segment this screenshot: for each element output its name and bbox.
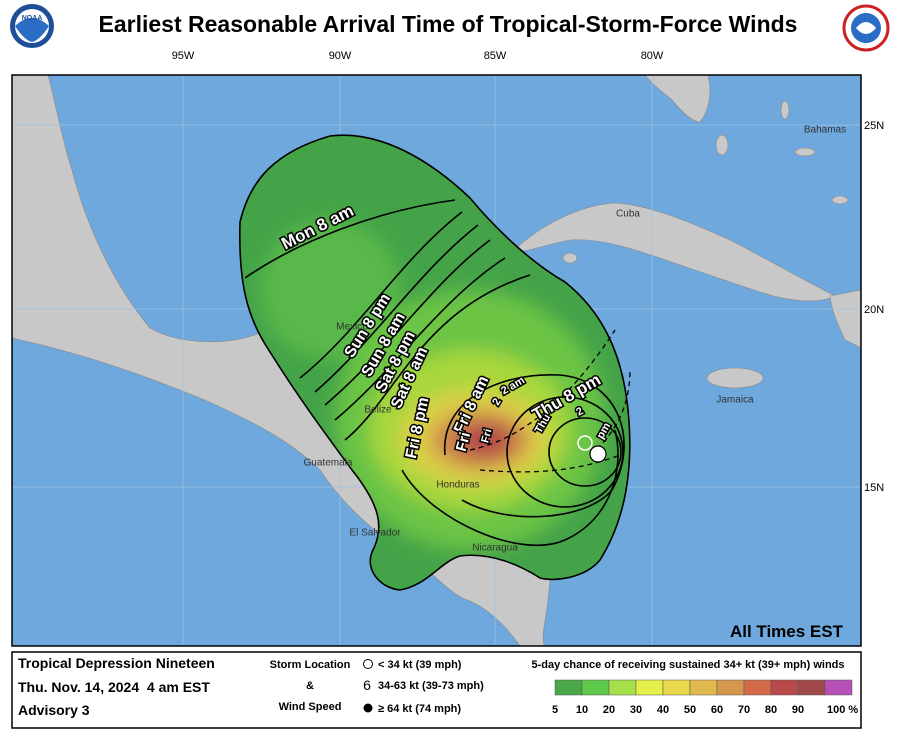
- place-label: Nicaragua: [472, 543, 518, 554]
- scale-label: 70: [738, 704, 750, 716]
- key-symbol: 6: [363, 677, 371, 693]
- scale-label: 80: [765, 704, 777, 716]
- footer-frame: [11, 651, 862, 729]
- scale-label: 10: [576, 704, 588, 716]
- noaa-logo: NOAA: [10, 4, 54, 48]
- key-item: ≥ 64 kt (74 mph): [378, 703, 461, 715]
- scale-swatch: [743, 679, 772, 696]
- nws-logo: [842, 4, 890, 52]
- scale-swatch: [716, 679, 745, 696]
- time-label: Fri: [479, 428, 494, 445]
- map: Mexico Belize Guatemala Honduras El Salv…: [12, 75, 861, 646]
- scale-swatch: [770, 679, 799, 696]
- key-title: Storm Location: [270, 659, 351, 671]
- storm-forecast-point: [577, 435, 593, 451]
- map-frame: [11, 74, 862, 647]
- scale-swatch: [581, 679, 610, 696]
- outer-contour: [238, 134, 631, 591]
- lat-label: 15N: [864, 482, 884, 494]
- place-label: Mexico: [336, 322, 368, 333]
- place-label: Belize: [364, 405, 392, 416]
- lat-label: 20N: [864, 304, 884, 316]
- contours: [244, 199, 625, 546]
- scale-swatch: [554, 679, 583, 696]
- place-label: Cuba: [616, 209, 640, 220]
- lon-label: 85W: [484, 50, 507, 62]
- place-label: El Salvador: [349, 528, 401, 539]
- time-zone-note: All Times EST: [730, 622, 844, 641]
- advisory-number: Advisory 3: [18, 702, 90, 718]
- scale-swatch: [662, 679, 691, 696]
- scale-title: 5-day chance of receiving sustained 34+ …: [532, 659, 845, 671]
- lon-label: 80W: [641, 50, 664, 62]
- key-item: < 34 kt (39 mph): [378, 659, 462, 671]
- logo-text: NOAA: [22, 15, 43, 22]
- place-label: Honduras: [436, 480, 479, 491]
- scale-label: 5: [552, 704, 558, 716]
- key-amp: &: [306, 680, 314, 692]
- place-label: Guatemala: [304, 458, 353, 469]
- color-scale: 5 10 20 30 40 50 60 70 80 90 100 %: [552, 679, 858, 716]
- scale-swatch: [824, 679, 853, 696]
- key-symbol: [363, 659, 373, 669]
- place-label: Bahamas: [804, 125, 846, 136]
- scale-label: 50: [684, 704, 696, 716]
- scale-label: 60: [711, 704, 723, 716]
- scale-swatch: [689, 679, 718, 696]
- scale-label: 100 %: [827, 704, 858, 716]
- scale-swatch: [608, 679, 637, 696]
- scale-swatch: [797, 679, 826, 696]
- key-subtitle: Wind Speed: [279, 701, 342, 713]
- key-item: 34-63 kt (39-73 mph): [378, 680, 484, 692]
- lat-label: 25N: [864, 120, 884, 132]
- place-label: Jamaica: [716, 395, 754, 406]
- scale-label: 20: [603, 704, 615, 716]
- scale-label: 40: [657, 704, 669, 716]
- scale-swatch: [635, 679, 664, 696]
- scale-label: 30: [630, 704, 642, 716]
- title: Earliest Reasonable Arrival Time of Trop…: [99, 11, 798, 37]
- storm-name: Tropical Depression Nineteen: [18, 655, 215, 671]
- advisory-time: Thu. Nov. 14, 2024 4 am EST: [18, 679, 210, 695]
- storm-location: [589, 445, 607, 463]
- lon-label: 95W: [172, 50, 195, 62]
- lon-label: 90W: [329, 50, 352, 62]
- key-symbol: [363, 703, 373, 713]
- scale-label: 90: [792, 704, 804, 716]
